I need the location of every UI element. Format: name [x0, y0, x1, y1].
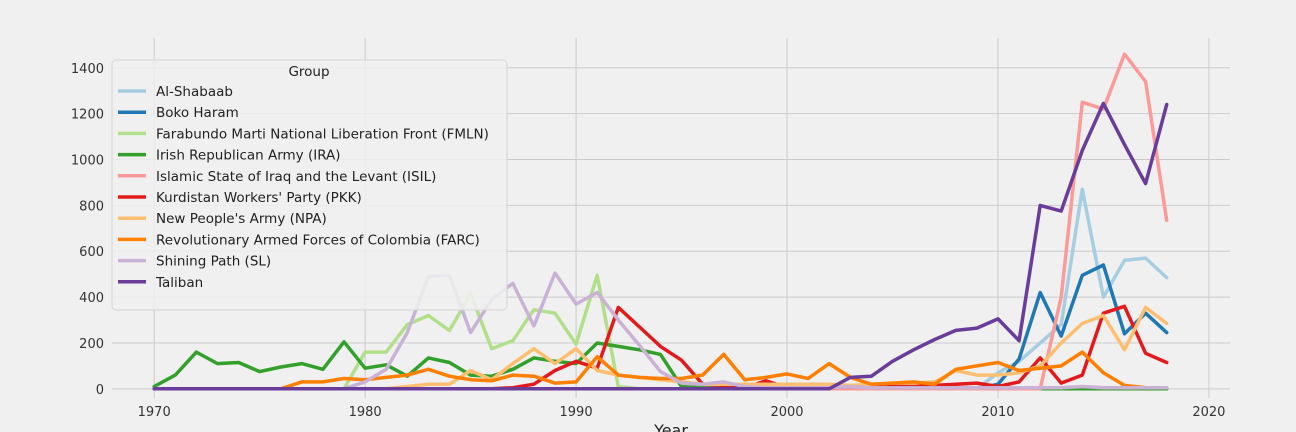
legend-entry-label: Irish Republican Army (IRA) — [156, 148, 341, 164]
legend-items: Al-Shabaab Boko Haram Farabundo Marti Nati… — [118, 84, 489, 291]
legend-entry-label: Revolutionary Armed Forces of Colombia (… — [156, 232, 480, 248]
y-tick-label: 400 — [79, 291, 104, 306]
legend-title: Group — [288, 64, 329, 80]
legend-entry-label: Kurdistan Workers' Party (PKK) — [156, 190, 362, 206]
x-tick-label: 1990 — [560, 405, 593, 420]
series-line — [152, 350, 1169, 391]
legend-entry-label: Shining Path (SL) — [156, 254, 271, 270]
y-tick-label: 200 — [79, 337, 104, 352]
x-axis-label: Year — [653, 421, 688, 432]
y-tick-label: 1000 — [71, 154, 104, 169]
tick-labels: 1970 1980 1990 2000 2010 2020 0 200 400 600 800 100… — [71, 62, 1226, 420]
legend-entry-label: Al-Shabaab — [156, 84, 233, 100]
y-tick-label: 1200 — [71, 108, 104, 123]
x-tick-label: 2010 — [981, 405, 1014, 420]
y-tick-label: 1400 — [71, 62, 104, 77]
x-tick-label: 1980 — [349, 405, 382, 420]
series-line — [152, 101, 1169, 391]
legend-entry-label: Taliban — [155, 275, 203, 291]
y-tick-label: 800 — [79, 199, 104, 214]
legend-entry-label: Farabundo Marti National Liberation Fron… — [156, 126, 489, 142]
legend-entry-label: Islamic State of Iraq and the Levant (IS… — [156, 169, 436, 185]
y-tick-label: 600 — [79, 245, 104, 260]
y-tick-label: 0 — [96, 383, 104, 398]
legend: Group Al-Shabaab Boko Haram Farabundo Mart… — [111, 59, 508, 311]
x-tick-label: 1970 — [138, 405, 171, 420]
x-tick-label: 2020 — [1192, 405, 1225, 420]
legend-entry-label: Boko Haram — [156, 105, 239, 121]
series-lines — [152, 52, 1169, 391]
legend-entry-label: New People's Army (NPA) — [156, 211, 327, 227]
x-tick-label: 2000 — [770, 405, 803, 420]
legend-box — [111, 59, 508, 311]
